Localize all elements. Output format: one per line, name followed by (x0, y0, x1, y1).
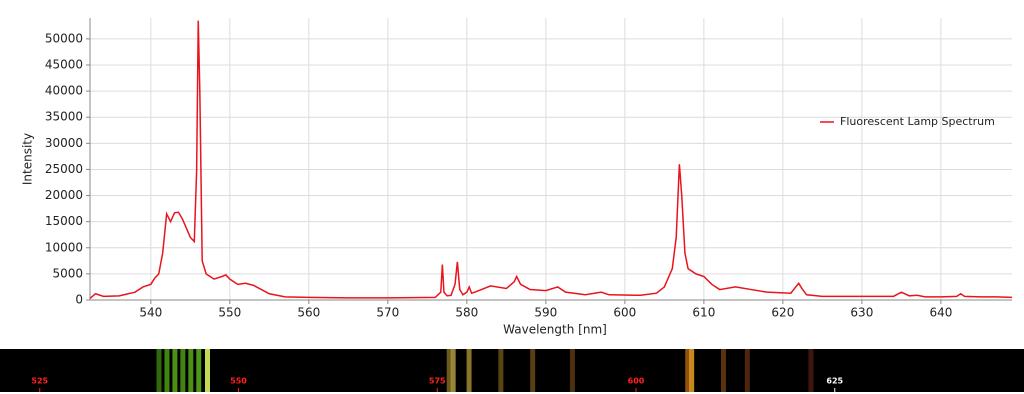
emission-line (172, 349, 178, 392)
emission-line (450, 349, 456, 392)
emission-line (188, 349, 194, 392)
x-tick-label: 550 (230, 377, 247, 386)
emission-line (685, 349, 691, 392)
x-tick-label: 560 (297, 306, 320, 320)
y-tick-label: 15000 (45, 214, 83, 228)
y-tick-label: 5000 (52, 266, 83, 280)
emission-line (205, 349, 211, 392)
emission-line (156, 349, 162, 392)
x-tick-label: 640 (929, 306, 952, 320)
emission-line (164, 349, 170, 392)
emission-line (689, 349, 695, 392)
x-tick-label: 600 (628, 377, 645, 386)
emission-line (446, 349, 452, 392)
emission-line (808, 349, 814, 392)
y-tick-label: 35000 (45, 110, 83, 124)
x-tick-label: 590 (534, 306, 557, 320)
emission-line (530, 349, 536, 392)
emission-line (744, 349, 750, 392)
x-tick-label: 525 (31, 377, 48, 386)
emission-line (720, 349, 726, 392)
x-tick-label: 625 (826, 377, 843, 386)
y-tick-label: 50000 (45, 31, 83, 45)
x-tick-label: 540 (139, 306, 162, 320)
emission-line (196, 349, 202, 392)
emission-line (180, 349, 186, 392)
x-axis-label: Wavelength [nm] (503, 323, 607, 337)
y-tick-label: 40000 (45, 84, 83, 98)
y-tick-label: 25000 (45, 162, 83, 176)
x-tick-label: 620 (771, 306, 794, 320)
y-tick-label: 10000 (45, 240, 83, 254)
x-tick-label: 550 (218, 306, 241, 320)
x-tick-label: 610 (692, 306, 715, 320)
emission-line (466, 349, 472, 392)
y-tick-label: 45000 (45, 58, 83, 72)
x-tick-label: 580 (455, 306, 478, 320)
x-tick-label: 630 (850, 306, 873, 320)
y-tick-label: 0 (75, 293, 83, 307)
emission-line (498, 349, 504, 392)
x-tick-label: 600 (613, 306, 636, 320)
y-tick-label: 30000 (45, 136, 83, 150)
emission-line (569, 349, 575, 392)
y-axis-label: Intensity (21, 133, 35, 185)
data-line (89, 20, 1013, 300)
legend-label: Fluorescent Lamp Spectrum (840, 115, 995, 128)
y-tick-label: 20000 (45, 188, 83, 202)
x-tick-label: 575 (429, 377, 446, 386)
x-tick-label: 570 (376, 306, 399, 320)
spectrum-background (0, 349, 1024, 392)
